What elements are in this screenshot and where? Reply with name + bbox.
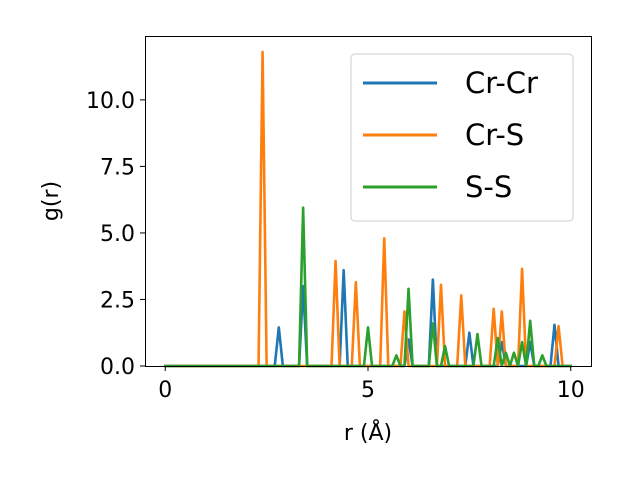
x-tick-label: 5 [361,378,375,403]
x-axis-label: r (Å) [344,419,392,446]
y-axis: 0.0 2.5 5.0 7.5 10.0 [86,89,145,380]
y-tick-label: 0.0 [100,355,135,380]
x-tick-label: 0 [158,378,172,403]
y-axis-label: g(r) [39,181,64,221]
series-line-0 [163,268,573,368]
series-line-2 [163,206,573,368]
y-tick-label: 10.0 [86,89,135,114]
legend-label-0: Cr-Cr [465,66,538,100]
legend-box [350,53,574,222]
legend-label-1: Cr-S [465,118,524,152]
legend: Cr-Cr Cr-S S-S [350,53,574,222]
y-tick-label: 5.0 [100,222,135,247]
y-tick-label: 7.5 [100,155,135,180]
y-tick-label: 2.5 [100,288,135,313]
legend-label-2: S-S [465,170,512,204]
x-tick-label: 10 [557,378,585,403]
series-line-1 [163,50,573,368]
x-axis: 0 5 10 [158,366,585,403]
